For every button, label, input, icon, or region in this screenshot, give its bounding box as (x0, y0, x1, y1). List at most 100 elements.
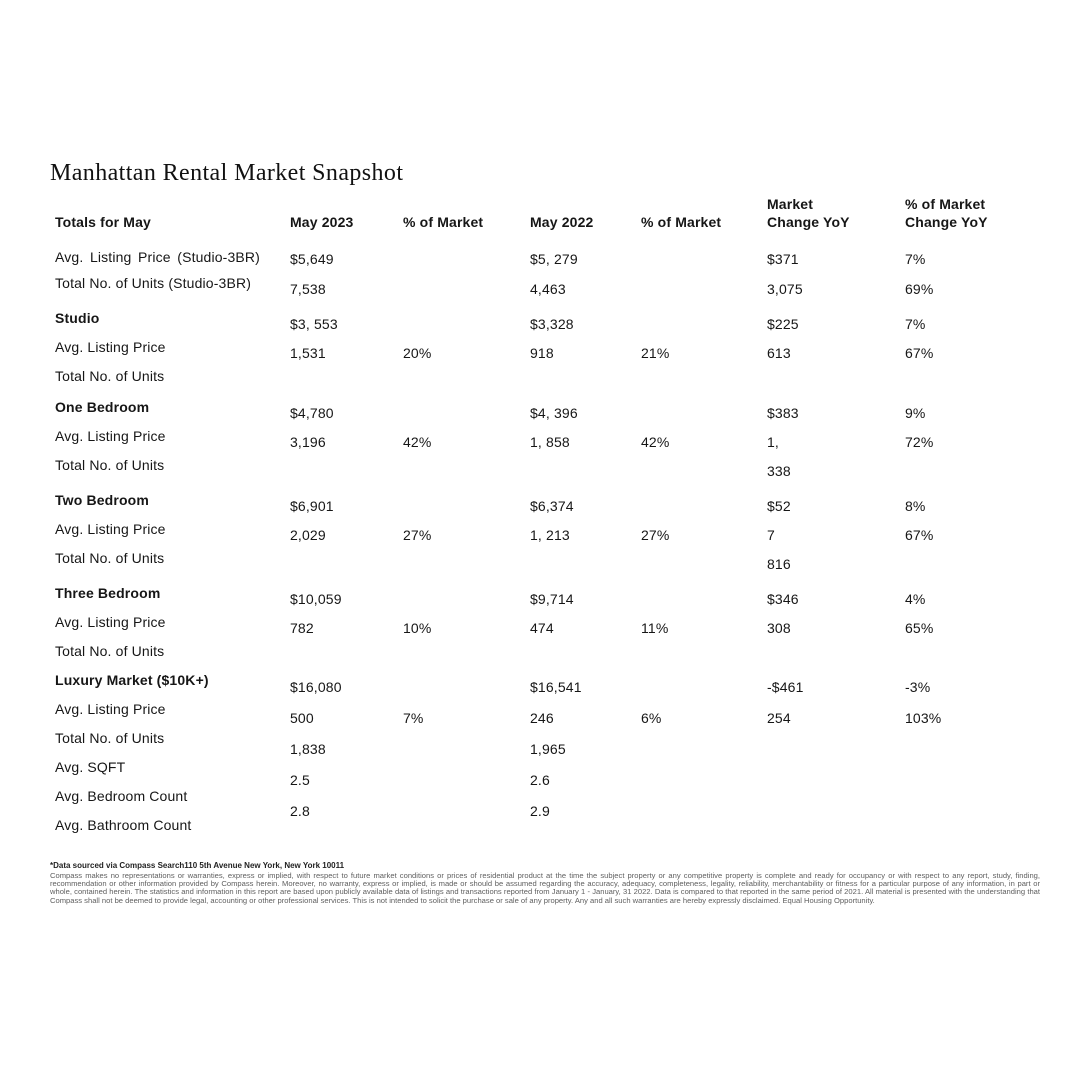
column-pct-market-2023: 10% (403, 585, 530, 666)
cell-value: 2,029 (290, 527, 326, 543)
cell-value: 2.6 (530, 772, 550, 788)
cell-value (403, 310, 530, 339)
column-pct-market-2022: 21% (641, 310, 767, 391)
column-may-2023: $10,059 782 (290, 585, 403, 666)
col-header-may-2022: May 2022 (530, 214, 594, 230)
cell-value: $3, 553 (290, 316, 338, 332)
column-market-change: $346 308 (767, 585, 905, 666)
row-label: Avg. Listing Price (55, 521, 166, 537)
cell-value: 7% (905, 251, 926, 267)
col-header-pct-market-2023: % of Market (403, 214, 484, 230)
cell-value: $6,374 (530, 498, 574, 514)
cell-value: $3,328 (530, 316, 574, 332)
cell-value: 72% (905, 434, 934, 450)
cell-value: 816 (767, 556, 791, 572)
column-market-change: -$461 254 (767, 672, 905, 840)
column-pct-market-2023: 27% (403, 492, 530, 579)
section-label-column: Studio Avg. Listing Price Total No. of U… (55, 304, 290, 391)
cell-value (403, 550, 530, 579)
col-header-may-2023: May 2023 (290, 214, 354, 230)
cell-value (767, 765, 905, 796)
column-market-change: $52 7 816 (767, 492, 905, 579)
column-may-2022: $4, 396 1, 858 (530, 399, 641, 486)
cell-value: 254 (767, 710, 791, 726)
section-label-column: Three Bedroom Avg. Listing Price Total N… (55, 579, 290, 666)
cell-value: $5,649 (290, 251, 334, 267)
cell-value: $52 (767, 498, 791, 514)
column-pct-market-2022: 27% (641, 492, 767, 579)
column-may-2023: $5,649 7,538 (290, 244, 403, 304)
cell-value: 7 (767, 527, 775, 543)
cell-value: 6% (641, 710, 662, 726)
col-header-market-change-yoy: Market Change YoY (767, 195, 905, 231)
cell-value: $346 (767, 591, 799, 607)
section-title: Two Bedroom (55, 492, 149, 508)
cell-value (767, 734, 905, 765)
section-one-bedroom: One Bedroom Avg. Listing Price Total No.… (55, 393, 1040, 486)
cell-value (290, 457, 403, 486)
section-two-bedroom: Two Bedroom Avg. Listing Price Total No.… (55, 486, 1040, 579)
column-pct-change: 7% 67% (905, 310, 1035, 391)
column-pct-change: 4% 65% (905, 585, 1035, 666)
section-label-column: Luxury Market ($10K+) Avg. Listing Price… (55, 666, 290, 840)
cell-value (905, 457, 1035, 486)
column-may-2022: $6,374 1, 213 (530, 492, 641, 579)
cell-value: 1, 213 (530, 527, 570, 543)
cell-value: 10% (403, 620, 432, 636)
cell-value (905, 796, 1035, 827)
column-pct-market-2022 (641, 244, 767, 304)
row-label: Avg. Listing Price (55, 339, 166, 355)
row-label: Total No. of Units (55, 730, 165, 746)
row-label: Avg. Bedroom Count (55, 788, 188, 804)
cell-value (403, 672, 530, 703)
cell-value: $225 (767, 316, 799, 332)
column-pct-market-2022: 11% (641, 585, 767, 666)
cell-value (641, 585, 767, 614)
cell-value (641, 399, 767, 428)
cell-value (641, 796, 767, 827)
cell-value (403, 457, 530, 486)
section-title: Studio (55, 310, 100, 326)
cell-value: 9% (905, 405, 926, 421)
cell-value: 42% (641, 434, 670, 450)
row-label: Avg. Listing Price (55, 614, 166, 630)
column-pct-market-2022: 42% (641, 399, 767, 486)
column-pct-market-2023 (403, 244, 530, 304)
cell-value (403, 274, 530, 304)
cell-value (403, 765, 530, 796)
cell-value: 67% (905, 345, 934, 361)
section-title: One Bedroom (55, 399, 150, 415)
row-label: Total No. of Units (55, 368, 165, 384)
cell-value (641, 734, 767, 765)
footer: *Data sourced via Compass Search110 5th … (50, 861, 1040, 905)
cell-value (905, 734, 1035, 765)
cell-value (905, 765, 1035, 796)
cell-value (641, 274, 767, 304)
row-label: Avg. Listing Price (Studio-3BR) Total No… (55, 249, 260, 291)
cell-value (403, 244, 530, 274)
column-market-change: $383 1, 338 (767, 399, 905, 486)
row-label: Avg. SQFT (55, 759, 126, 775)
column-may-2022: $5, 279 4,463 (530, 244, 641, 304)
cell-value: 27% (403, 527, 432, 543)
cell-value: 918 (530, 345, 554, 361)
cell-value: 500 (290, 710, 314, 726)
cell-value: $9,714 (530, 591, 574, 607)
market-table: Totals for May May 2023 % of Market May … (55, 195, 1040, 840)
column-pct-market-2023: 20% (403, 310, 530, 391)
cell-value (403, 585, 530, 614)
row-label: Avg. Listing Price (55, 428, 166, 444)
cell-value: 338 (767, 463, 791, 479)
page-title: Manhattan Rental Market Snapshot (50, 160, 404, 186)
section-studio: Studio Avg. Listing Price Total No. of U… (55, 304, 1040, 391)
column-may-2023: $4,780 3,196 (290, 399, 403, 486)
cell-value (403, 796, 530, 827)
cell-value (530, 550, 641, 579)
cell-value: 2.5 (290, 772, 310, 788)
cell-value: 2.9 (530, 803, 550, 819)
cell-value: 3,196 (290, 434, 326, 450)
cell-value (641, 765, 767, 796)
column-may-2022: $9,714 474 (530, 585, 641, 666)
cell-value (403, 399, 530, 428)
cell-value: 246 (530, 710, 554, 726)
